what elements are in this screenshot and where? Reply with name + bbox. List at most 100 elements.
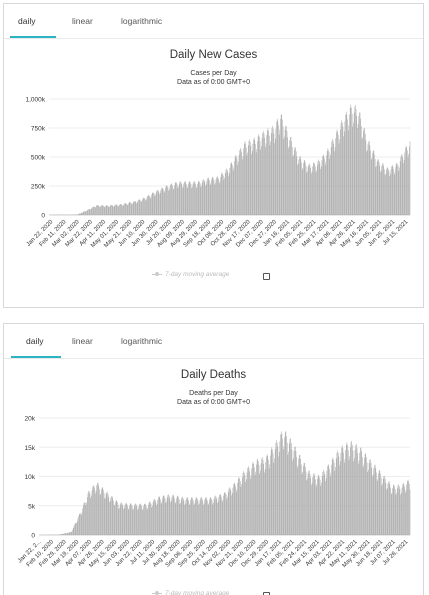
bar [396, 488, 398, 535]
bar [180, 181, 181, 215]
bar [399, 167, 400, 215]
bar [274, 458, 275, 535]
bar [276, 440, 277, 535]
bar [148, 502, 150, 535]
bar [401, 155, 403, 215]
bar [60, 534, 61, 535]
cases-chart-panel: daily linear logarithmic Daily New Cases… [3, 3, 424, 308]
bar [248, 468, 250, 535]
bar [102, 487, 104, 535]
bar [327, 148, 329, 215]
bar [83, 211, 85, 215]
bar [269, 464, 271, 535]
bar [318, 474, 320, 535]
bar [314, 163, 315, 215]
bar [325, 477, 327, 535]
bar [266, 456, 267, 535]
bar [392, 485, 394, 535]
chart-data-note: Data as of 0:00 GMT+0 [177, 79, 250, 86]
legend-checkbox[interactable] [263, 273, 270, 280]
bar [132, 203, 133, 215]
bar [74, 524, 75, 535]
bar [246, 472, 248, 535]
bar [396, 162, 398, 215]
bar [218, 497, 220, 535]
bar [67, 532, 69, 535]
bar [329, 158, 331, 215]
legend-line-icon [152, 272, 162, 277]
bar [358, 460, 360, 535]
bar [65, 533, 67, 535]
bar [264, 472, 265, 535]
bar [85, 505, 87, 535]
bar [343, 452, 344, 535]
tab-daily[interactable]: daily [26, 336, 44, 346]
bar [174, 503, 176, 535]
bar [117, 206, 119, 215]
bar [295, 450, 297, 535]
bar [236, 488, 238, 535]
bar [239, 150, 240, 215]
bar [162, 498, 163, 535]
bar [261, 458, 263, 535]
bar [114, 205, 116, 215]
tab-logarithmic[interactable]: logarithmic [121, 16, 163, 26]
bar [132, 202, 134, 215]
bar [151, 193, 153, 215]
bar [144, 198, 146, 215]
bar [195, 184, 196, 215]
bar [295, 147, 296, 215]
bar [386, 167, 388, 215]
bar [324, 158, 325, 215]
bar [345, 444, 347, 535]
bar [163, 495, 165, 535]
bar [80, 513, 81, 535]
bar [136, 506, 138, 535]
bar [113, 206, 114, 215]
bar [180, 182, 182, 215]
tab-linear[interactable]: linear [72, 16, 93, 26]
bar [191, 497, 192, 535]
bar [243, 148, 244, 215]
bar [119, 504, 121, 535]
bar [217, 501, 219, 535]
bar [167, 186, 168, 215]
bar [242, 477, 243, 535]
bar [388, 481, 389, 535]
bar [213, 502, 214, 535]
bar [330, 147, 332, 215]
bar [217, 176, 218, 215]
bar [249, 139, 250, 215]
bar [92, 486, 93, 535]
bar [73, 526, 75, 535]
bar [266, 135, 267, 215]
bar [378, 473, 379, 535]
tab-daily[interactable]: daily [18, 16, 36, 26]
bar [219, 181, 221, 215]
bar [194, 503, 195, 535]
moving-average-legend[interactable]: 7-day moving average [152, 271, 229, 278]
bar [78, 514, 80, 535]
tab-linear[interactable]: linear [72, 336, 93, 346]
bar [159, 194, 160, 215]
bar [368, 463, 370, 535]
bar [150, 197, 152, 215]
bar [211, 498, 212, 535]
bar [213, 178, 214, 215]
tab-logarithmic[interactable]: logarithmic [121, 336, 163, 346]
bar [137, 509, 138, 535]
bar [215, 495, 216, 535]
legend-checkbox[interactable] [263, 592, 270, 595]
bar [301, 464, 302, 535]
bar [323, 155, 325, 215]
bar [70, 532, 72, 535]
bar [316, 484, 318, 535]
bar [75, 522, 77, 535]
bar [290, 442, 292, 535]
bar [131, 506, 133, 535]
bar [183, 500, 185, 535]
bar [119, 204, 120, 215]
moving-average-legend[interactable]: 7-day moving average [152, 590, 229, 595]
bar [242, 159, 243, 215]
